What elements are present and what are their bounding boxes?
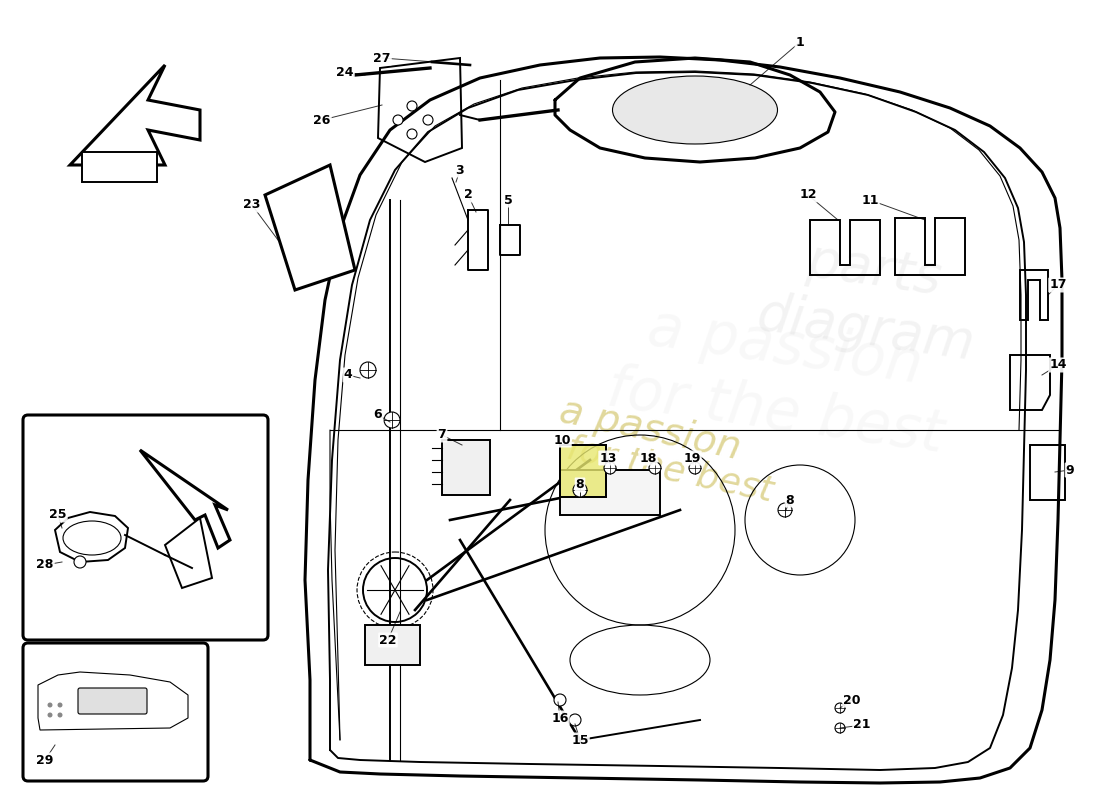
FancyBboxPatch shape [23,415,268,640]
Text: 2: 2 [463,189,472,202]
Ellipse shape [613,76,778,144]
Text: 18: 18 [639,451,657,465]
Circle shape [689,462,701,474]
Text: 15: 15 [571,734,588,746]
Polygon shape [70,65,200,165]
FancyBboxPatch shape [560,445,606,497]
Circle shape [384,412,400,428]
Circle shape [57,702,63,707]
Circle shape [778,503,792,517]
FancyBboxPatch shape [365,625,420,665]
Text: 28: 28 [36,558,54,571]
Circle shape [407,101,417,111]
Text: a passion
for the best: a passion for the best [604,295,957,465]
Polygon shape [140,450,230,548]
Circle shape [554,694,566,706]
Text: 8: 8 [575,478,584,491]
Text: 24: 24 [337,66,354,78]
Text: 7: 7 [438,429,447,442]
Text: 21: 21 [854,718,871,731]
Circle shape [360,362,376,378]
Text: 13: 13 [600,451,617,465]
Text: 14: 14 [1049,358,1067,371]
Circle shape [649,462,661,474]
FancyBboxPatch shape [82,152,157,182]
Text: 5: 5 [504,194,513,206]
Circle shape [407,129,417,139]
Text: a passion: a passion [556,392,744,468]
FancyBboxPatch shape [442,440,490,495]
Text: 8: 8 [785,494,794,506]
Text: 29: 29 [36,754,54,766]
FancyBboxPatch shape [560,470,660,515]
Text: 22: 22 [379,634,397,646]
Circle shape [424,115,433,125]
Circle shape [835,703,845,713]
Text: 3: 3 [455,163,464,177]
FancyBboxPatch shape [23,643,208,781]
Circle shape [74,556,86,568]
Text: parts
diagram: parts diagram [754,229,987,371]
Circle shape [47,702,53,707]
Text: 19: 19 [683,451,701,465]
Circle shape [57,713,63,718]
Text: 26: 26 [314,114,331,126]
Text: 27: 27 [373,51,390,65]
Circle shape [573,483,587,497]
Text: 1: 1 [795,35,804,49]
Circle shape [47,713,53,718]
Text: 17: 17 [1049,278,1067,291]
Circle shape [835,723,845,733]
Polygon shape [265,165,355,290]
Circle shape [393,115,403,125]
Text: 20: 20 [844,694,860,706]
Text: 4: 4 [343,369,352,382]
Text: 25: 25 [50,509,67,522]
Text: 11: 11 [861,194,879,206]
Text: 6: 6 [374,409,383,422]
Text: 16: 16 [551,711,569,725]
Text: 9: 9 [1066,463,1075,477]
Text: for the best: for the best [563,431,777,509]
Circle shape [604,462,616,474]
Text: 23: 23 [243,198,261,211]
Text: 10: 10 [553,434,571,446]
Circle shape [569,714,581,726]
FancyBboxPatch shape [78,688,147,714]
Text: 12: 12 [800,189,816,202]
